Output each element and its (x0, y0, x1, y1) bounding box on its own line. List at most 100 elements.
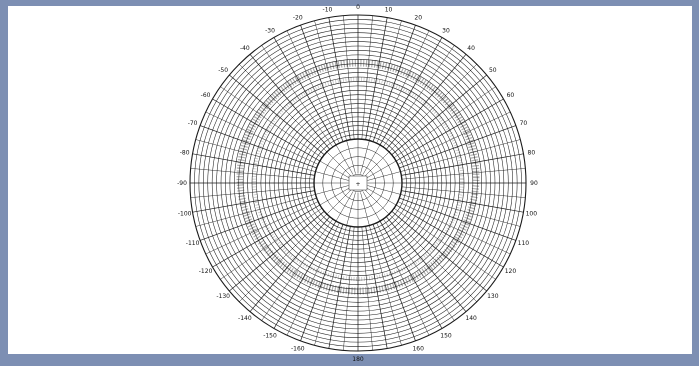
inner-spoke (335, 144, 354, 175)
spoke (388, 213, 477, 302)
inner-spoke (315, 171, 349, 181)
center-marker: + (355, 181, 360, 188)
spoke (239, 64, 328, 153)
spoke (220, 86, 323, 158)
dense-ring (236, 59, 480, 295)
spoke (391, 211, 487, 292)
spoke (361, 15, 373, 140)
angle-label: -10 (323, 7, 333, 14)
spoke (212, 204, 321, 268)
angle-label: 180 (352, 356, 364, 363)
spoke (400, 194, 521, 227)
spoke (205, 201, 319, 255)
spoke (372, 25, 416, 142)
angle-label: -70 (188, 120, 198, 127)
spoke (386, 216, 467, 312)
spoke (365, 17, 388, 140)
angle-label: 100 (526, 211, 538, 218)
spoke (395, 204, 504, 268)
spoke (314, 20, 347, 141)
spoke (249, 54, 330, 150)
spoke (343, 226, 355, 351)
spoke (365, 226, 388, 349)
angle-label: 30 (442, 28, 450, 35)
spoke (399, 125, 516, 169)
radial-spokes (190, 15, 526, 351)
spoke (343, 15, 355, 140)
inner-spoke (315, 185, 349, 195)
angle-label: 20 (414, 15, 422, 22)
spoke (379, 37, 443, 146)
inner-spoke (326, 189, 352, 215)
angle-label: -80 (180, 149, 190, 156)
spoke (205, 111, 319, 165)
angle-label: -160 (291, 345, 305, 352)
spoke (379, 220, 443, 329)
angle-label: 10 (385, 7, 393, 14)
angle-label: -120 (199, 268, 213, 275)
spoke (229, 211, 325, 292)
dense-band (236, 59, 480, 295)
spoke (401, 186, 526, 198)
spoke (190, 186, 315, 198)
angle-label: 90 (530, 180, 538, 187)
spoke (273, 220, 337, 329)
angle-label: 60 (507, 92, 515, 99)
angle-label: 70 (520, 120, 528, 127)
spoke (376, 30, 430, 144)
spoke (190, 168, 315, 180)
angle-label: 130 (487, 293, 499, 300)
inner-spoke (364, 189, 390, 215)
spoke (328, 226, 351, 349)
inner-spoke (360, 192, 370, 226)
center-disc: + (313, 138, 403, 228)
spoke (249, 216, 330, 312)
inner-spoke (335, 191, 354, 222)
spoke (391, 74, 487, 155)
spoke (261, 45, 333, 148)
spoke (383, 45, 455, 148)
angle-label: -50 (218, 67, 228, 74)
spoke (300, 224, 344, 341)
spoke (369, 225, 402, 346)
angle-label: -100 (178, 211, 192, 218)
spoke (383, 218, 455, 321)
dense-ring-inner (252, 77, 464, 281)
spoke (393, 208, 496, 280)
spoke (192, 153, 315, 176)
spoke (195, 139, 316, 172)
angle-label: 120 (505, 268, 517, 275)
spoke (273, 37, 337, 146)
angle-label: 0 (356, 4, 360, 11)
angle-label: 50 (489, 67, 497, 74)
spoke (212, 98, 321, 162)
inner-spoke (346, 140, 356, 174)
spoke (200, 197, 317, 241)
spoke (200, 125, 317, 169)
angle-label: -150 (263, 332, 277, 339)
inner-spoke (360, 140, 370, 174)
spoke (300, 25, 344, 142)
inner-spoke (346, 192, 356, 226)
inner-spoke (319, 160, 350, 179)
spoke (401, 153, 524, 176)
inner-spoke (366, 187, 397, 206)
spoke (401, 190, 524, 213)
spoke (220, 208, 323, 280)
angle-label: -30 (265, 28, 275, 35)
angle-label: 80 (528, 149, 536, 156)
spoke (386, 54, 467, 150)
inner-spoke (362, 144, 381, 175)
inner-spoke (367, 171, 401, 181)
spoke (397, 201, 511, 255)
spoke (400, 139, 521, 172)
angle-label: -140 (238, 315, 252, 322)
angle-label: 140 (465, 315, 477, 322)
spoke (192, 190, 315, 213)
spoke (328, 17, 351, 140)
spoke (397, 111, 511, 165)
inner-spoke (319, 187, 350, 206)
angle-label: -40 (240, 45, 250, 52)
angle-label: 40 (467, 45, 475, 52)
